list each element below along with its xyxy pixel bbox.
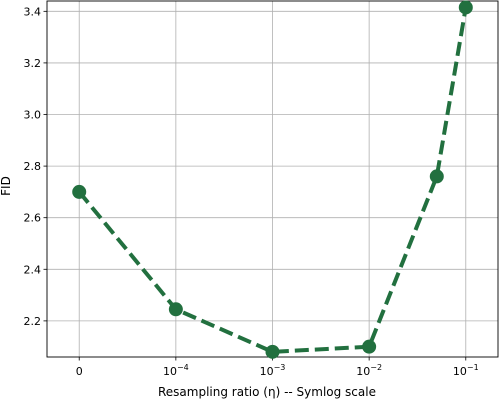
x-tick-label: 10−3 <box>260 363 286 378</box>
y-tick-label: 2.8 <box>24 160 42 173</box>
y-tick-label: 3.4 <box>24 5 42 18</box>
y-tick-label: 2.4 <box>24 263 42 276</box>
x-tick-label: 0 <box>76 365 83 378</box>
x-axis-label: Resampling ratio (η) -- Symlog scale <box>158 385 376 399</box>
data-point <box>429 169 444 184</box>
data-point <box>72 184 87 199</box>
x-axis: 0 10−4 10−3 10−2 10−1 <box>76 357 479 378</box>
data-point <box>265 344 280 359</box>
data-point <box>458 0 473 15</box>
y-tick-label: 2.2 <box>24 315 42 328</box>
y-tick-label: 3.2 <box>24 57 42 70</box>
grid <box>47 1 498 357</box>
series-line <box>77 7 468 354</box>
y-axis-label: FID <box>0 176 13 196</box>
data-point <box>362 339 377 354</box>
series <box>72 0 473 359</box>
x-tick-label: 10−2 <box>356 363 382 378</box>
x-tick-label: 10−4 <box>163 363 189 378</box>
y-tick-label: 2.6 <box>24 212 42 225</box>
data-point <box>168 302 183 317</box>
x-tick-label: 10−1 <box>453 363 479 378</box>
y-axis: 2.2 2.4 2.6 2.8 3.0 3.2 3.4 <box>24 5 47 328</box>
y-tick-label: 3.0 <box>24 109 42 122</box>
